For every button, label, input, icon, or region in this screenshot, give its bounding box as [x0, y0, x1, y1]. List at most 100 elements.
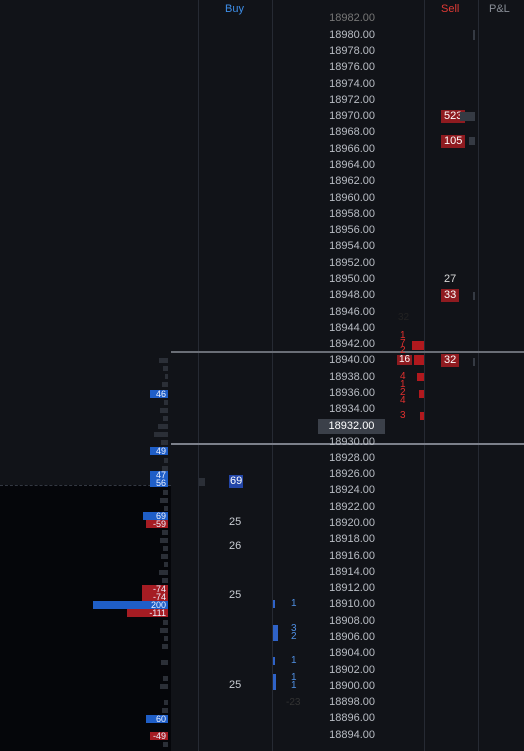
buy-volume: 1 — [291, 672, 297, 683]
price-row[interactable]: 18976.00 — [329, 61, 375, 73]
sell-order[interactable]: 33 — [441, 289, 460, 302]
price-row[interactable]: 18936.00 — [329, 387, 375, 399]
profile-bar — [164, 506, 168, 511]
profile-bar — [164, 458, 168, 463]
price-row[interactable]: 18950.00 — [329, 273, 375, 285]
price-row[interactable]: 18968.00 — [329, 126, 375, 138]
price-row[interactable]: 18938.00 — [329, 371, 375, 383]
sell-header[interactable]: Sell — [441, 3, 460, 15]
price-row[interactable]: 18900.00 — [329, 680, 375, 692]
price-row[interactable]: 18942.00 — [329, 338, 375, 350]
profile-badge: -111 — [127, 609, 168, 618]
price-row[interactable]: 18972.00 — [329, 94, 375, 106]
profile-bar — [160, 408, 168, 413]
price-row[interactable]: 18948.00 — [329, 289, 375, 301]
profile-bar — [164, 700, 168, 705]
profile-badge: 47 — [150, 471, 168, 480]
sell-volume: 1 — [400, 330, 406, 341]
buy-header[interactable]: Buy — [225, 3, 244, 15]
sell-marker — [473, 30, 475, 40]
price-row[interactable]: 18928.00 — [329, 452, 375, 464]
sell-volume: 2 — [400, 345, 406, 356]
sell-size-bar — [469, 137, 475, 145]
buy-volume: 3 — [291, 623, 297, 634]
price-row[interactable]: 18980.00 — [329, 29, 375, 41]
price-row[interactable]: 18916.00 — [329, 550, 375, 562]
profile-bar — [163, 546, 168, 551]
price-row[interactable]: 18914.00 — [329, 566, 375, 578]
price-row[interactable]: 18894.00 — [329, 729, 375, 741]
buy-order[interactable]: 25 — [229, 679, 242, 691]
profile-bar — [161, 440, 168, 445]
profile-bar — [164, 562, 168, 567]
price-row[interactable]: 18922.00 — [329, 501, 375, 513]
price-row[interactable]: 18966.00 — [329, 143, 375, 155]
buy-order[interactable]: 26 — [229, 540, 242, 552]
profile-badge: -74 — [142, 593, 168, 602]
profile-bar — [161, 554, 168, 559]
profile-badge: -49 — [150, 732, 168, 741]
sell-volume: 4 — [400, 395, 406, 406]
range-top-line — [171, 351, 524, 353]
price-row[interactable]: 18946.00 — [329, 306, 375, 318]
price-row[interactable]: 18974.00 — [329, 78, 375, 90]
price-row[interactable]: 18910.00 — [329, 598, 375, 610]
price-row[interactable]: 18920.00 — [329, 517, 375, 529]
sell-volume: 4 — [400, 371, 406, 382]
sell-marker — [473, 358, 475, 366]
profile-bar — [159, 570, 168, 575]
buy-order[interactable]: 25 — [229, 516, 242, 528]
buy-order[interactable]: 69 — [229, 475, 244, 488]
price-row[interactable]: 18960.00 — [329, 192, 375, 204]
current-price[interactable]: 18932.00 — [318, 419, 385, 434]
profile-badge: 46 — [150, 390, 168, 399]
price-row[interactable]: 18930.00 — [329, 436, 375, 448]
price-row[interactable]: 18964.00 — [329, 159, 375, 171]
price-row[interactable]: 18970.00 — [329, 110, 375, 122]
sell-volume-bar — [419, 390, 424, 398]
sell-volume-bar — [420, 412, 424, 420]
sell-order[interactable]: 32 — [441, 354, 460, 367]
price-row[interactable]: 18926.00 — [329, 468, 375, 480]
price-row[interactable]: 18904.00 — [329, 647, 375, 659]
price-row[interactable]: 18912.00 — [329, 582, 375, 594]
price-row[interactable]: 18952.00 — [329, 257, 375, 269]
profile-bar — [161, 660, 168, 665]
price-row[interactable]: 18896.00 — [329, 712, 375, 724]
profile-bar — [158, 424, 168, 429]
price-row[interactable]: 18940.00 — [329, 354, 375, 366]
pnl-header[interactable]: P&L — [489, 3, 510, 15]
profile-bar — [165, 374, 168, 379]
profile-bar — [163, 676, 168, 681]
price-row[interactable]: 18898.00 — [329, 696, 375, 708]
sell-volume: 1 — [400, 379, 406, 390]
buy-volume: 1 — [291, 655, 297, 666]
price-row[interactable]: 18918.00 — [329, 533, 375, 545]
buy-volume-bar — [273, 600, 275, 608]
sell-volume: 3 — [400, 410, 406, 421]
profile-bar — [163, 490, 168, 495]
price-row[interactable]: 18958.00 — [329, 208, 375, 220]
profile-badge: -74 — [142, 585, 168, 594]
price-row[interactable]: 18906.00 — [329, 631, 375, 643]
sell-order[interactable]: 523 — [441, 110, 466, 123]
sell-order[interactable]: 27 — [444, 273, 457, 285]
price-row[interactable]: 18962.00 — [329, 175, 375, 187]
sell-volume: 2 — [400, 387, 406, 398]
price-row[interactable]: 18902.00 — [329, 664, 375, 676]
price-row[interactable]: 18956.00 — [329, 224, 375, 236]
price-row[interactable]: 18944.00 — [329, 322, 375, 334]
sell-marker — [473, 292, 475, 300]
price-row[interactable]: 18934.00 — [329, 403, 375, 415]
price-row[interactable]: 18954.00 — [329, 240, 375, 252]
profile-bar — [160, 498, 168, 503]
price-row[interactable]: 18982.00 — [329, 12, 375, 24]
profile-bar — [160, 684, 168, 689]
price-row[interactable]: 18978.00 — [329, 45, 375, 57]
buy-order[interactable]: 25 — [229, 589, 242, 601]
sell-order[interactable]: 105 — [441, 135, 466, 148]
profile-bar — [164, 400, 168, 405]
price-row[interactable]: 18924.00 — [329, 484, 375, 496]
sell-volume: 7 — [400, 338, 406, 349]
price-row[interactable]: 18908.00 — [329, 615, 375, 627]
